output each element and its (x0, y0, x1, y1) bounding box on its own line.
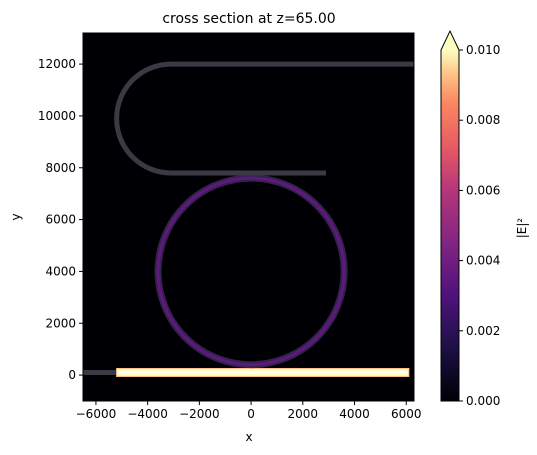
colorbar-tick-label: 0.010 (466, 43, 500, 57)
colorbar: 0.000 0.002 0.004 0.006 0.008 0.010 |E|² (440, 29, 529, 408)
y-axis-label: y (9, 213, 23, 220)
x-tick-label: −4000 (127, 407, 168, 421)
field-structures (83, 61, 414, 377)
plot-frame (82, 32, 415, 402)
x-axis: −6000 −4000 −2000 0 2000 4000 6000 (76, 401, 422, 421)
colorbar-ticks: 0.000 0.002 0.004 0.006 0.008 0.010 (459, 43, 500, 408)
drop-waveguide-bend (114, 61, 171, 176)
x-tick-label: 2000 (288, 407, 319, 421)
chart-title: cross section at z=65.00 (162, 11, 335, 27)
x-tick-label: 4000 (339, 407, 370, 421)
x-axis-label: x (245, 430, 252, 444)
colorbar-tick-label: 0.002 (466, 324, 500, 338)
y-axis: 0 2000 4000 6000 8000 10000 12000 (38, 57, 83, 382)
y-tick-label: 10000 (38, 109, 76, 123)
y-tick-label: 6000 (45, 213, 76, 227)
colorbar-tick-label: 0.006 (466, 183, 500, 197)
plot-background (83, 33, 414, 401)
y-tick-label: 12000 (38, 57, 76, 71)
colorbar-gradient (441, 50, 459, 401)
x-tick-label: −6000 (76, 407, 117, 421)
colorbar-tick-label: 0.000 (466, 394, 500, 408)
colorbar-tick-label: 0.008 (466, 113, 500, 127)
y-tick-label: 4000 (45, 264, 76, 278)
x-tick-label: −2000 (179, 407, 220, 421)
colorbar-outline (440, 29, 460, 402)
ring-resonator (156, 176, 346, 367)
y-tick-label: 2000 (45, 316, 76, 330)
colorbar-tick-label: 0.004 (466, 254, 500, 268)
x-tick-label: 6000 (391, 407, 422, 421)
colorbar-label: |E|² (515, 218, 529, 239)
x-tick-label: 0 (247, 407, 255, 421)
y-tick-label: 0 (68, 368, 76, 382)
colorbar-extend-max (441, 31, 459, 50)
y-tick-label: 8000 (45, 161, 76, 175)
